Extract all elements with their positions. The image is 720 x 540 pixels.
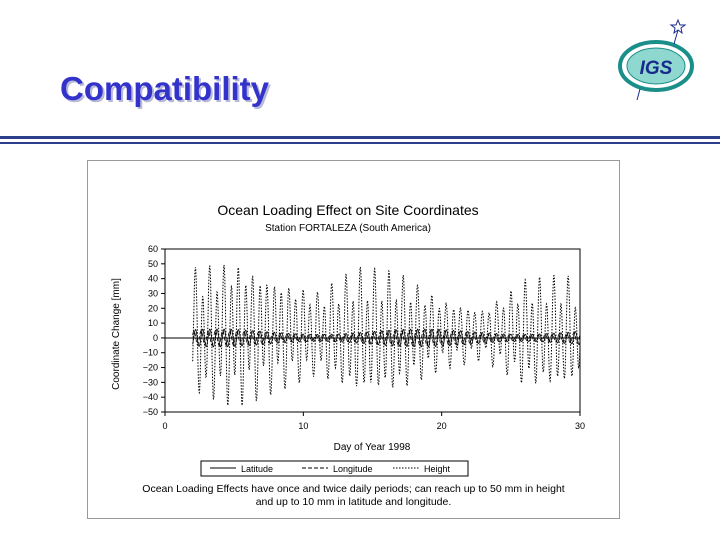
y-tick-label: 60 xyxy=(148,244,158,254)
y-tick-label: 40 xyxy=(148,274,158,284)
star-icon xyxy=(669,18,687,35)
chart-caption: Ocean Loading Effects have once and twic… xyxy=(88,483,619,509)
series-line-longitude xyxy=(192,329,581,346)
chart-subtitle: Station FORTALEZA (South America) xyxy=(265,223,431,234)
y-tick-label: −40 xyxy=(143,392,158,402)
y-tick-label: −20 xyxy=(143,363,158,373)
x-tick-label: 20 xyxy=(437,421,447,431)
title-rule-top xyxy=(0,136,720,139)
caption-line-1: Ocean Loading Effects have once and twic… xyxy=(142,483,565,495)
y-tick-label: 10 xyxy=(148,318,158,328)
title-rule-bottom xyxy=(0,142,720,144)
legend-label-height: Height xyxy=(424,464,451,474)
y-tick-label: −50 xyxy=(143,407,158,417)
legend-box xyxy=(200,460,469,477)
chart-title: Ocean Loading Effect on Site Coordinates xyxy=(217,202,478,218)
y-tick-label: 30 xyxy=(148,288,158,298)
series-line-height xyxy=(192,264,581,406)
logo-text: IGS xyxy=(640,58,673,79)
legend-label-longitude: Longitude xyxy=(333,464,373,474)
slide-title: Compatibility xyxy=(60,70,270,107)
plot-frame xyxy=(164,248,581,413)
y-tick-label: 0 xyxy=(153,333,158,343)
legend-label-latitude: Latitude xyxy=(241,464,273,474)
igs-logo: IGS xyxy=(618,18,694,101)
x-tick-label: 0 xyxy=(162,421,167,431)
x-tick-label: 10 xyxy=(298,421,308,431)
x-axis-label: Day of Year 1998 xyxy=(334,442,411,453)
y-tick-label: 20 xyxy=(148,303,158,313)
y-tick-label: −10 xyxy=(143,348,158,358)
y-axis-label: Coordinate Change [mm] xyxy=(111,278,122,390)
x-tick-label: 30 xyxy=(575,421,585,431)
y-tick-label: 50 xyxy=(148,259,158,269)
ocean-loading-chart: Ocean Loading Effect on Site Coordinates… xyxy=(111,202,585,477)
y-tick-label: −30 xyxy=(143,377,158,387)
caption-line-2: and up to 10 mm in latitude and longitud… xyxy=(255,496,452,508)
chart-panel: Ocean Loading Effect on Site Coordinates… xyxy=(87,160,620,519)
